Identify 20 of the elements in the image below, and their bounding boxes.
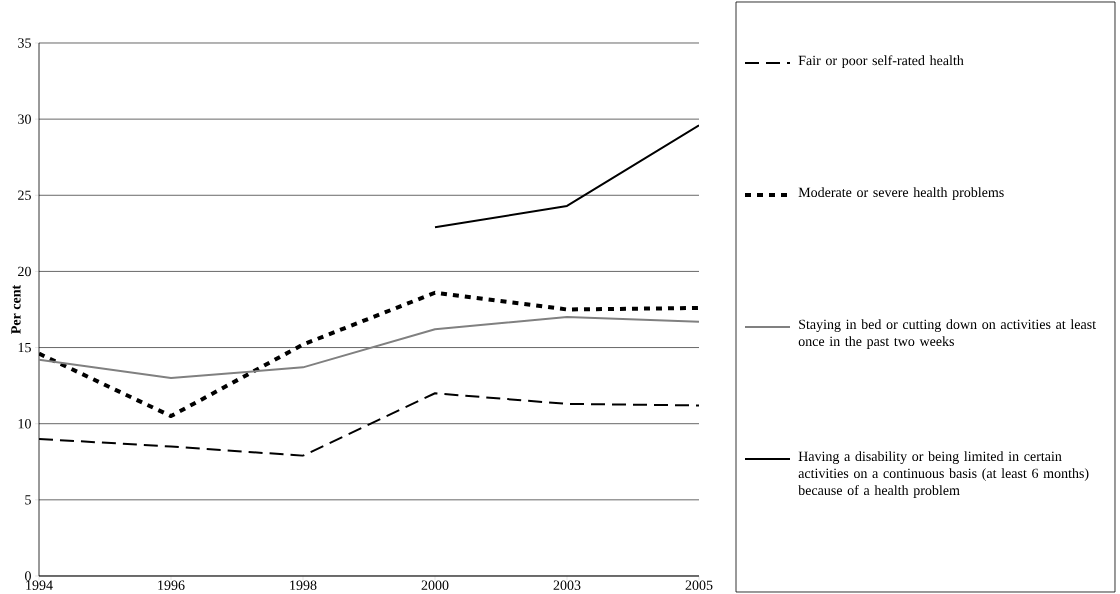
x-tick-label: 2005 bbox=[685, 580, 713, 590]
y-tick-label: 0 bbox=[25, 571, 31, 581]
x-tick-label: 2000 bbox=[421, 580, 449, 590]
legend-label: Moderate or severe health problems bbox=[798, 187, 1004, 200]
y-tick-label: 20 bbox=[18, 266, 31, 277]
y-tick-label: 15 bbox=[18, 342, 31, 353]
x-tick-label: 1996 bbox=[158, 580, 185, 590]
legend-label: Having a disability or being limited in certain activities on a continuous basis (at least 6 months) because of a health problem bbox=[798, 451, 1089, 498]
legend-label: Fair or poor self-rated health bbox=[798, 55, 964, 69]
x-tick-label: 1998 bbox=[290, 580, 317, 590]
y-tick-label: 5 bbox=[25, 495, 31, 505]
y-tick-label: 10 bbox=[18, 418, 31, 429]
y-axis-title: Per cent bbox=[11, 284, 21, 334]
x-tick-label: 2003 bbox=[553, 580, 581, 590]
y-tick-label: 35 bbox=[18, 38, 31, 48]
line-series bbox=[39, 316, 699, 380]
y-tick-label: 25 bbox=[18, 190, 31, 200]
x-tick-label: 1994 bbox=[26, 580, 53, 590]
legend-label: Staying in bed or cutting down on activities at least once in the past two weeks bbox=[798, 319, 1096, 349]
y-tick-label: 30 bbox=[18, 114, 31, 124]
